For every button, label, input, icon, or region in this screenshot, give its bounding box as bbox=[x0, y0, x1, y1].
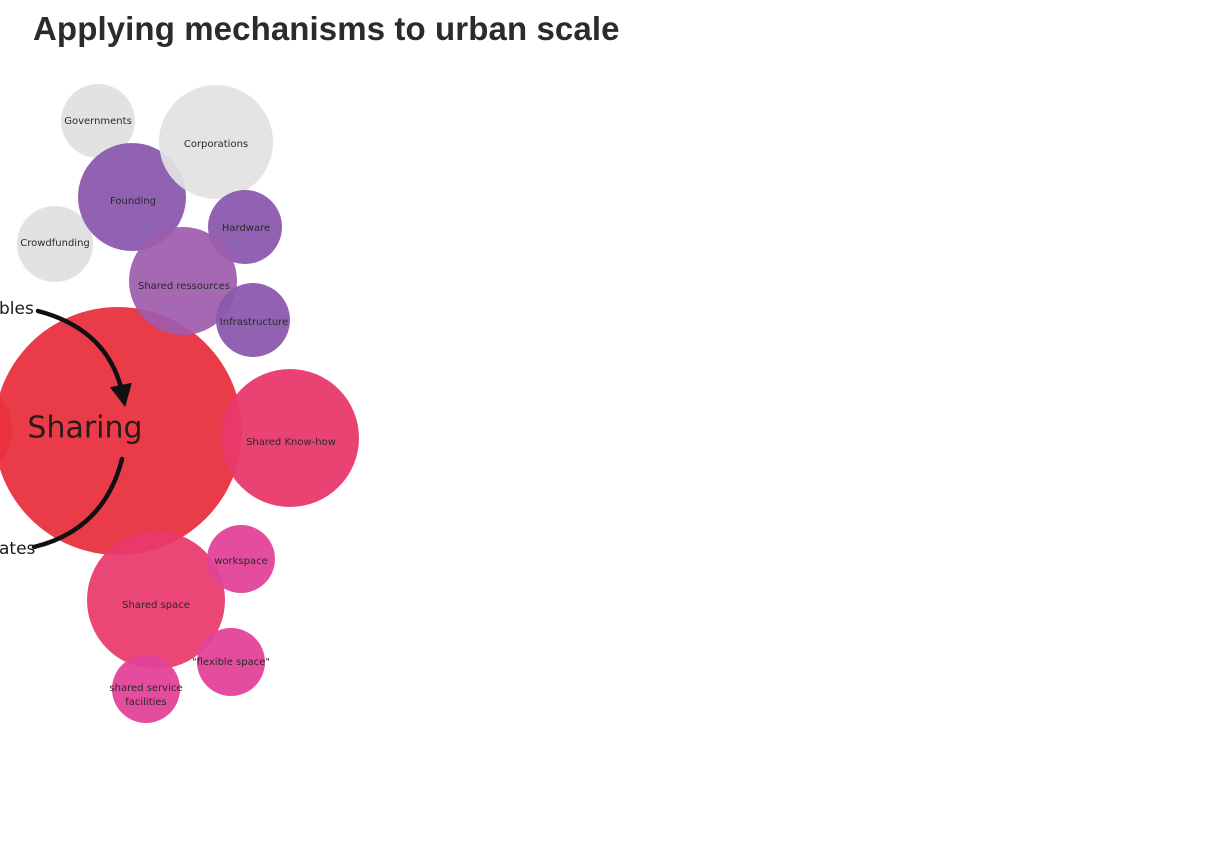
bubble-workspace bbox=[207, 525, 275, 593]
bubble-label-crowdfunding: Crowdfunding bbox=[20, 238, 90, 249]
side-label-bottom: ates bbox=[0, 539, 36, 559]
page-title: Applying mechanisms to urban scale bbox=[33, 10, 620, 47]
bubble-label-governments: Governments bbox=[64, 116, 132, 127]
bubble-label-workspace: workspace bbox=[214, 556, 268, 567]
bubble-shared-space bbox=[87, 531, 225, 669]
bubble-label-shared-service-line1: shared service bbox=[109, 683, 182, 694]
bubble-hardware bbox=[208, 190, 282, 264]
bubble-label-shared-ressources: Shared ressources bbox=[138, 281, 230, 292]
bubble-label-shared-service-line2: facilities bbox=[125, 697, 167, 708]
bubble-label-shared-space: Shared space bbox=[122, 600, 190, 611]
bubble-founding bbox=[78, 143, 186, 251]
bubble-label-founding: Founding bbox=[110, 196, 156, 207]
bubble-infrastructure bbox=[216, 283, 290, 357]
hub-label: Sharing bbox=[27, 411, 142, 446]
bubble-label-hardware: Hardware bbox=[222, 223, 270, 234]
bubble-shared-knowhow bbox=[221, 369, 359, 507]
bubble-corporations bbox=[159, 85, 273, 199]
bubble-label-flexible-space: "flexible space" bbox=[192, 657, 270, 668]
hub-bubble-sharing bbox=[0, 307, 242, 555]
bubble-shared-service-facilities bbox=[112, 655, 180, 723]
bubble-label-shared-knowhow: Shared Know-how bbox=[246, 437, 336, 448]
side-label-top: bles bbox=[0, 299, 34, 319]
arrow-out-of-hub bbox=[31, 456, 125, 550]
bubble-flexible-space bbox=[197, 628, 265, 696]
bubble-shared-ressources bbox=[129, 227, 237, 335]
bubble-label-infrastructure: Infrastructure bbox=[220, 317, 288, 328]
bubble-governments bbox=[61, 84, 135, 158]
arrow-into-hub bbox=[35, 308, 132, 408]
bubble-crowdfunding bbox=[17, 206, 93, 282]
bubble-label-corporations: Corporations bbox=[184, 139, 248, 150]
